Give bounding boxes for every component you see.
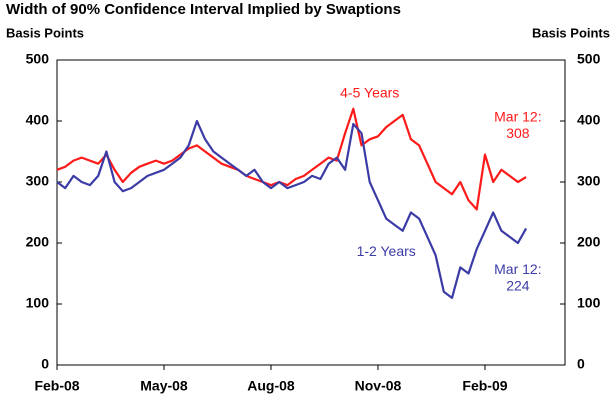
- x-tick-label: Feb-09: [462, 378, 507, 394]
- annotation: 224: [506, 278, 530, 294]
- y2-tick-label: 400: [577, 112, 601, 128]
- annotation: Mar 12:: [494, 109, 541, 125]
- series-label: 1-2 Years: [357, 243, 416, 259]
- y2-axis-label: Basis Points: [532, 25, 610, 40]
- y-tick-label: 400: [26, 112, 50, 128]
- y-axis-label: Basis Points: [6, 25, 84, 40]
- y2-tick-label: 0: [577, 356, 585, 372]
- annotation: 308: [506, 125, 530, 141]
- x-tick-label: Nov-08: [355, 378, 402, 394]
- y2-tick-label: 100: [577, 295, 601, 311]
- chart-title: Width of 90% Confidence Interval Implied…: [6, 1, 401, 18]
- y-tick-label: 500: [26, 51, 50, 67]
- series-line: [56, 119, 528, 299]
- plot-frame: [56, 59, 566, 366]
- annotation: Mar 12:: [494, 261, 541, 277]
- y2-tick-label: 200: [577, 234, 601, 250]
- y-tick-label: 0: [41, 356, 49, 372]
- x-tick-label: Feb-08: [34, 378, 79, 394]
- x-tick-label: May-08: [140, 378, 188, 394]
- series-line: [56, 107, 527, 211]
- y-tick-label: 100: [26, 295, 50, 311]
- series-label: 4-5 Years: [340, 84, 399, 100]
- y2-tick-label: 500: [577, 51, 601, 67]
- y-tick-label: 300: [26, 173, 50, 189]
- y-tick-label: 200: [26, 234, 50, 250]
- y2-tick-label: 300: [577, 173, 601, 189]
- x-tick-label: Aug-08: [247, 378, 295, 394]
